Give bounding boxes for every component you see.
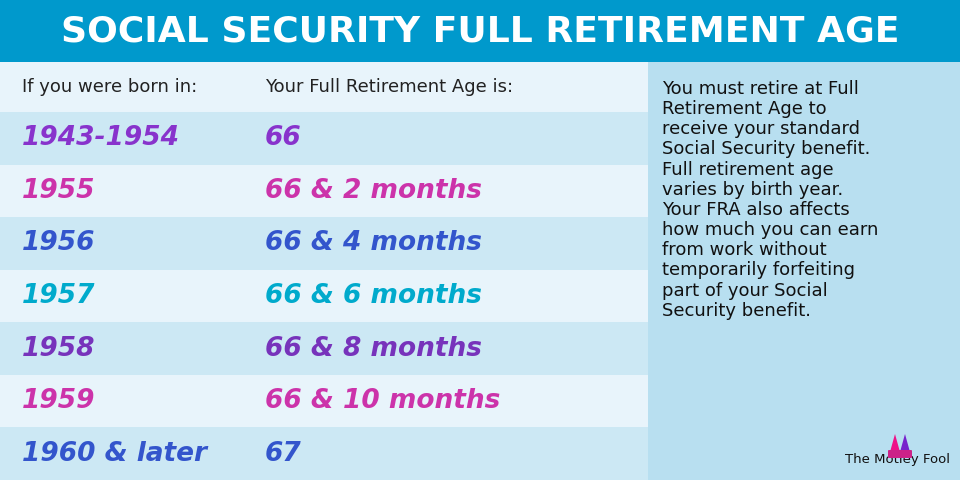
- FancyBboxPatch shape: [0, 427, 648, 480]
- Text: The Motley Fool: The Motley Fool: [845, 453, 950, 466]
- Text: 1958: 1958: [22, 336, 95, 361]
- Text: part of your Social: part of your Social: [662, 281, 828, 300]
- Text: 1943-1954: 1943-1954: [22, 125, 180, 151]
- Text: SOCIAL SECURITY FULL RETIREMENT AGE: SOCIAL SECURITY FULL RETIREMENT AGE: [60, 14, 900, 48]
- Text: 66 & 2 months: 66 & 2 months: [265, 178, 482, 204]
- Text: You must retire at Full: You must retire at Full: [662, 80, 859, 98]
- FancyBboxPatch shape: [0, 217, 648, 270]
- Polygon shape: [890, 434, 900, 452]
- Text: Your FRA also affects: Your FRA also affects: [662, 201, 850, 219]
- Text: varies by birth year.: varies by birth year.: [662, 181, 843, 199]
- Text: from work without: from work without: [662, 241, 827, 259]
- Text: 1960 & later: 1960 & later: [22, 441, 207, 467]
- Text: 66 & 6 months: 66 & 6 months: [265, 283, 482, 309]
- FancyBboxPatch shape: [648, 62, 960, 480]
- Text: Retirement Age to: Retirement Age to: [662, 100, 827, 118]
- Text: Full retirement age: Full retirement age: [662, 161, 833, 179]
- Text: 67: 67: [265, 441, 301, 467]
- Text: Security benefit.: Security benefit.: [662, 301, 811, 320]
- Text: If you were born in:: If you were born in:: [22, 78, 197, 96]
- FancyBboxPatch shape: [0, 270, 648, 322]
- Text: 1959: 1959: [22, 388, 95, 414]
- FancyBboxPatch shape: [0, 0, 960, 62]
- Text: temporarily forfeiting: temporarily forfeiting: [662, 261, 855, 279]
- Polygon shape: [900, 434, 910, 452]
- FancyBboxPatch shape: [0, 112, 648, 165]
- Text: 66: 66: [265, 125, 301, 151]
- FancyBboxPatch shape: [0, 375, 648, 427]
- Text: 1956: 1956: [22, 230, 95, 256]
- Text: receive your standard: receive your standard: [662, 120, 860, 138]
- FancyBboxPatch shape: [888, 450, 912, 458]
- Text: 66 & 10 months: 66 & 10 months: [265, 388, 500, 414]
- Text: 66 & 8 months: 66 & 8 months: [265, 336, 482, 361]
- Text: Your Full Retirement Age is:: Your Full Retirement Age is:: [265, 78, 514, 96]
- Text: how much you can earn: how much you can earn: [662, 221, 878, 239]
- Text: 1957: 1957: [22, 283, 95, 309]
- Text: Social Security benefit.: Social Security benefit.: [662, 141, 871, 158]
- FancyBboxPatch shape: [0, 165, 648, 217]
- Text: 1955: 1955: [22, 178, 95, 204]
- Text: 66 & 4 months: 66 & 4 months: [265, 230, 482, 256]
- FancyBboxPatch shape: [0, 62, 648, 480]
- FancyBboxPatch shape: [0, 322, 648, 375]
